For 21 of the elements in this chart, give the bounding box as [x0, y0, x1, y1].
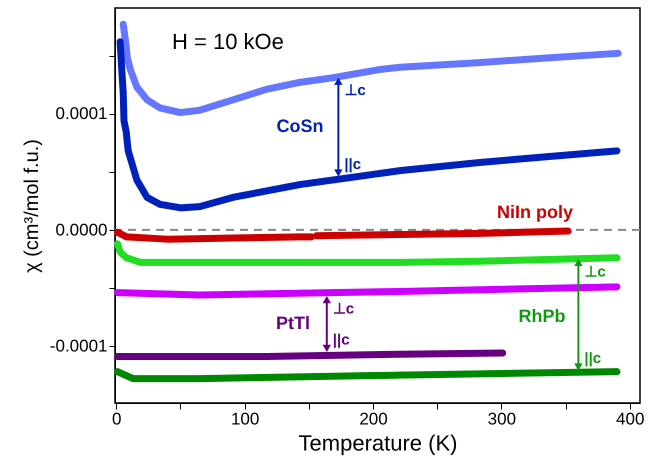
- y-tick-label: 0.0000: [56, 220, 108, 240]
- x-tick-label: 100: [230, 410, 260, 428]
- x-tick-label: 0: [112, 410, 122, 428]
- annotation: ||c: [584, 350, 602, 367]
- y-tick-label: -0.0001: [50, 336, 108, 356]
- annotation: ⊥c: [344, 82, 366, 100]
- x-tick-label: 200: [359, 410, 388, 428]
- annotation: H = 10 kOe: [172, 29, 284, 54]
- annotation: CoSn: [276, 116, 324, 136]
- y-tick-label: 0.0001: [56, 104, 108, 124]
- x-axis-title: Temperature (K): [298, 430, 458, 456]
- annotation: PtTl: [276, 313, 310, 333]
- annotation: ⊥c: [332, 300, 354, 318]
- annotation: NiIn poly: [497, 202, 573, 222]
- annotation: ||c: [344, 156, 362, 173]
- y-axis-title: χ (cm³/mol f.u.): [20, 139, 43, 273]
- annotation: ||c: [332, 331, 350, 348]
- x-tick-label: 300: [488, 410, 516, 428]
- annotation: ⊥c: [584, 263, 606, 280]
- x-tick-label: 400: [616, 410, 644, 428]
- annotation: RhPb: [518, 306, 566, 326]
